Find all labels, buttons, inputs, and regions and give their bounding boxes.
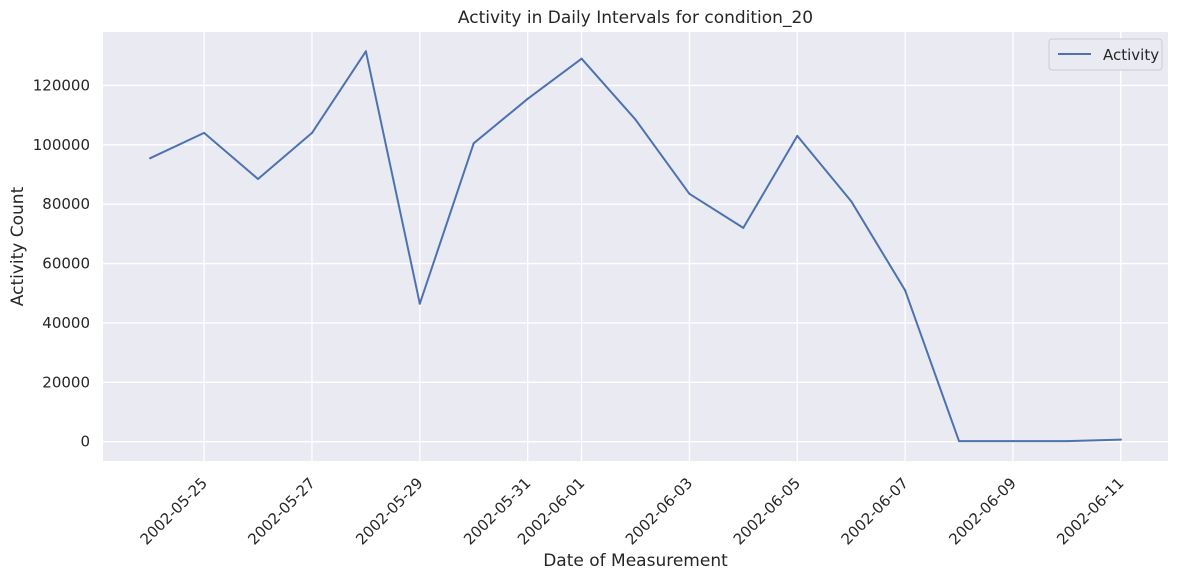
y-axis-title: Activity Count: [8, 186, 28, 306]
x-tick-label: 2002-06-07: [838, 474, 912, 548]
data-point: [580, 57, 583, 60]
x-tick-label: 2002-06-05: [730, 474, 804, 548]
data-point: [1012, 440, 1014, 443]
x-tick-label: 2002-06-11: [1053, 474, 1127, 548]
x-tick-label: 2002-06-03: [622, 474, 696, 548]
data-point: [1119, 438, 1122, 441]
data-point: [149, 157, 152, 160]
data-point: [958, 440, 960, 443]
data-point: [688, 192, 691, 195]
y-tick-label: 120000: [33, 76, 90, 94]
legend-box: [1048, 38, 1163, 71]
y-tick-label: 0: [80, 433, 90, 451]
x-tick-label: 2002-05-29: [352, 474, 426, 548]
x-tick-labels: 2002-05-25 2002-05-27 2002-05-29 2002-05-31…: [137, 474, 1128, 548]
legend: Activity: [1048, 38, 1163, 71]
data-point: [203, 131, 206, 134]
x-tick-label: 2002-05-27: [244, 474, 318, 548]
data-point: [796, 134, 799, 137]
x-tick-label: 2002-05-25: [137, 474, 211, 548]
data-point: [418, 302, 421, 305]
y-tick-label: 60000: [42, 255, 90, 273]
x-tick-label: 2002-06-09: [945, 474, 1019, 548]
x-axis-title: Date of Measurement: [543, 551, 728, 571]
x-gridlines: [203, 32, 1122, 461]
data-point: [850, 200, 853, 203]
data-point: [634, 118, 637, 121]
series-layer: [149, 50, 1122, 443]
data-point: [1065, 440, 1068, 443]
data-point: [364, 50, 367, 53]
data-point: [526, 97, 529, 100]
y-tick-label: 100000: [33, 136, 90, 154]
y-gridlines: [103, 84, 1168, 443]
y-tick-label: 40000: [42, 314, 90, 332]
chart-title: Activity in Daily Intervals for conditio…: [458, 8, 813, 28]
y-tick-label: 20000: [42, 373, 90, 391]
data-point: [311, 131, 313, 134]
data-point: [904, 289, 907, 292]
y-tick-labels: 0 20000 40000 60000 80000 100000 120000: [33, 76, 90, 450]
data-point: [472, 142, 475, 145]
plot-area: [103, 32, 1168, 461]
data-point: [742, 226, 745, 229]
y-tick-label: 80000: [42, 195, 90, 213]
data-point: [257, 178, 259, 180]
legend-label: Activity: [1103, 46, 1159, 64]
